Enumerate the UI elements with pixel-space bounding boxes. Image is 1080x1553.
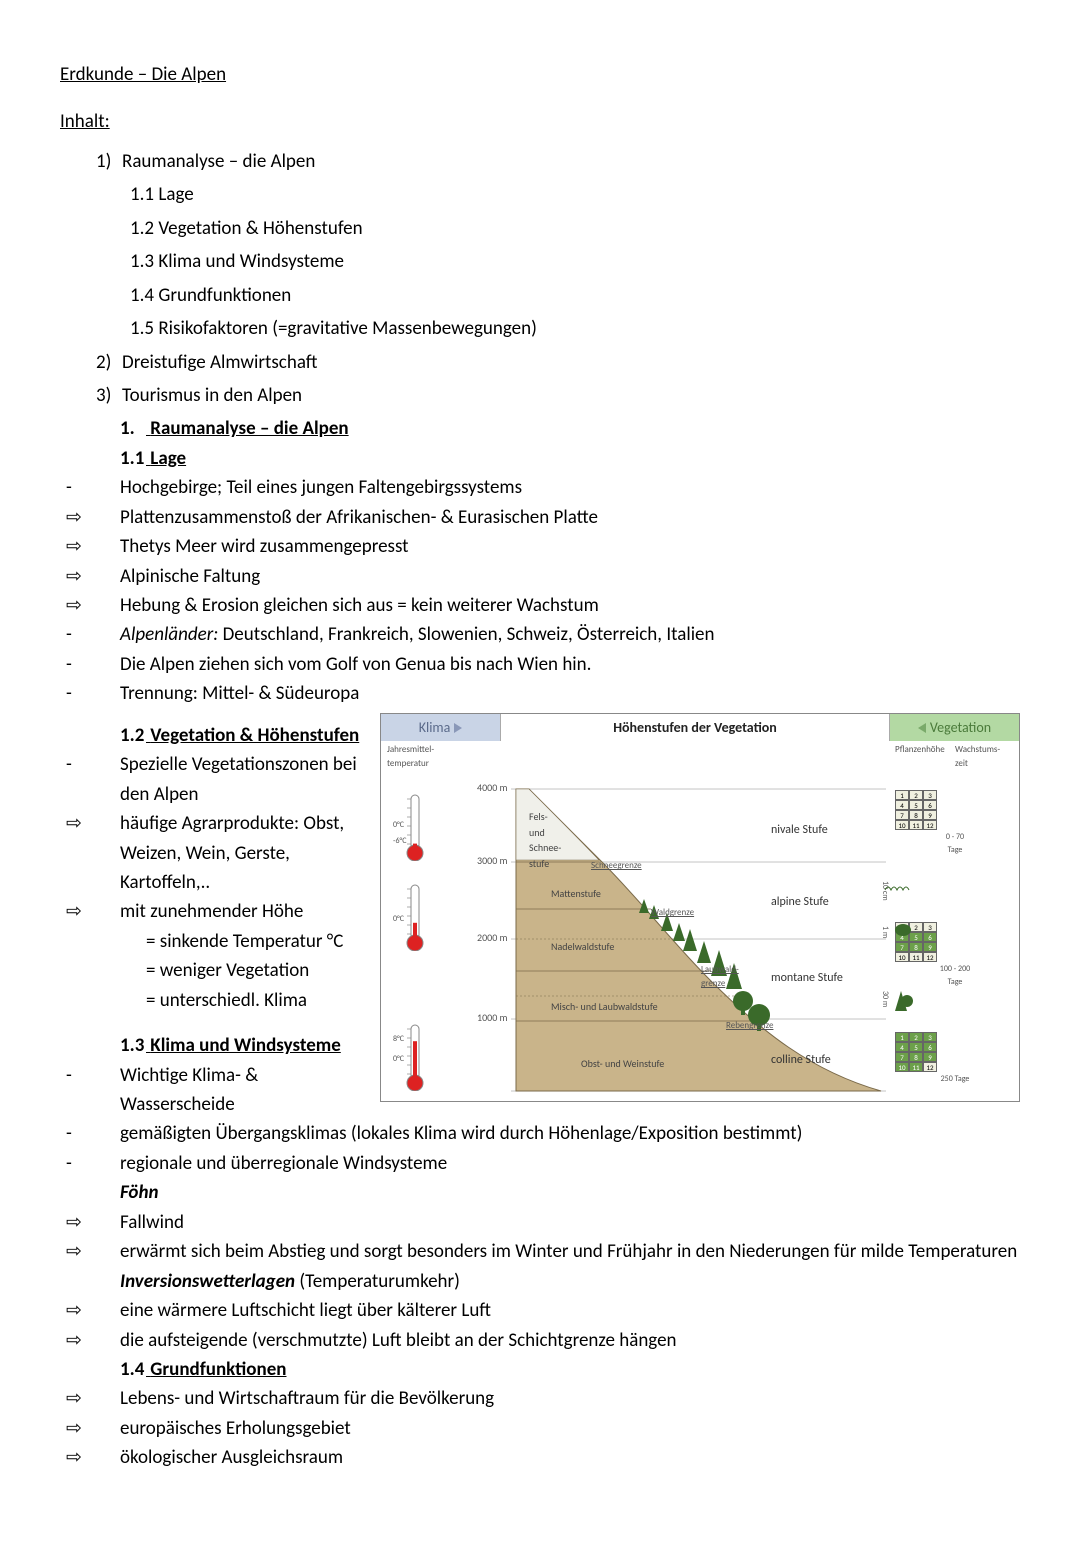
svg-text:0°C: 0°C [393,820,405,830]
list-item: ⇨mit zunehmender Höhe [60,897,366,926]
inversion-heading: Inversionswetterlagen [120,1270,295,1293]
y-axis-label: 4000 m [477,780,508,796]
stufe-label: nivale Stufe [771,821,828,840]
lage-list: -Hochgebirge; Teil eines jungen Faltenge… [60,473,1020,709]
list-item: -Die Alpen ziehen sich vom Golf von Genu… [60,650,1020,679]
plant-icon [889,987,913,1024]
svg-text:8°C: 8°C [393,1034,405,1044]
thermometer-icon: 8°C 0°C [391,1021,431,1100]
inner-label: Misch- und Laubwaldstufe [551,999,658,1015]
toc-item: 1)Raumanalyse – die Alpen [96,147,1020,176]
toc-heading: Inhalt: [60,107,1020,136]
list-item: ⇨Fallwind [60,1208,1020,1237]
list-item: ⇨ die aufsteigende (verschmutzte) Luft b… [60,1326,1020,1355]
plant-icon [883,877,913,899]
list-item: -Trennung: Mittel- & Südeuropa [60,679,1020,708]
foehn-heading: Föhn [120,1181,159,1204]
page-title: Erdkunde – Die Alpen [60,60,1020,89]
list-item: -regionale und überregionale Windsysteme [60,1149,1020,1178]
grenze-label: Waldgrenze [651,906,694,920]
inversion-list: ⇨eine wärmere Luftschicht liegt über käl… [60,1296,1020,1355]
fig-header-mid: Höhenstufen der Vegetation [501,714,889,742]
heading-1-1: 1.1 Lage [120,444,1020,473]
inner-label: Fels- und Schnee- stufe [529,809,561,871]
thermometer-icon: 0°C -6°C [391,791,431,870]
heading-1-4: 1.4 Grundfunktionen [120,1355,1020,1384]
vegetation-figure: Klima Höhenstufen der Vegetation Vegetat… [380,713,1020,1103]
fig-sub-klima: Jahresmittel- temperatur [387,743,497,771]
list-item: -Wichtige Klima- & Wasserscheide [60,1061,366,1120]
fig-header-veg: Vegetation [889,714,1019,742]
growth-calendar: 1234567891011120 - 70 Tage [895,789,1015,856]
plant-icon [893,922,913,945]
growth-calendar: 123456789101112100 - 200 Tage [895,921,1015,988]
y-axis-label: 1000 m [477,1010,508,1026]
thermometer-icon: 0°C [391,881,431,960]
toc-item: 1.3 Klima und Windsysteme [130,247,1020,276]
inner-label: Obst- und Weinstufe [581,1056,664,1072]
fig-header-klima: Klima [381,714,501,742]
list-item: ⇨Alpinische Faltung [60,562,1020,591]
toc-item: 1.2 Vegetation & Höhenstufen [130,214,1020,243]
stufe-label: alpine Stufe [771,893,829,912]
list-item: ⇨erwärmt sich beim Abstieg und sorgt bes… [60,1237,1020,1266]
fig-sub-veg1: Pflanzenhöhe [895,743,955,771]
grenze-label: Schneegrenze [591,859,642,873]
toc-item: 2)Dreistufige Almwirtschaft [96,348,1020,377]
grund-list: ⇨Lebens- und Wirtschaftraum für die Bevö… [60,1384,1020,1472]
y-axis-label: 2000 m [477,930,508,946]
list-item: ⇨eine wärmere Luftschicht liegt über käl… [60,1296,1020,1325]
foehn-list: ⇨Fallwind⇨erwärmt sich beim Abstieg und … [60,1208,1020,1267]
y-axis-label: 3000 m [477,853,508,869]
list-item: ⇨häufige Agrarprodukte: Obst, Weizen, We… [60,809,366,897]
stufe-label: montane Stufe [771,969,843,988]
list-item: ⇨Plattenzusammenstoß der Afrikanischen- … [60,503,1020,532]
stufe-label: colline Stufe [771,1051,831,1070]
fig-sub-veg2: Wachstums- zeit [955,743,1013,771]
svg-text:0°C: 0°C [393,1054,405,1064]
grenze-label: Laubwald- grenze [701,963,739,991]
list-item: ⇨Hebung & Erosion gleichen sich aus = ke… [60,591,1020,620]
list-item: -Alpenländer: Deutschland, Frankreich, S… [60,620,1020,649]
toc-item: 1.5 Risikofaktoren (=gravitative Massenb… [130,314,1020,343]
svg-text:-6°C: -6°C [393,836,407,846]
growth-calendar: 123456789101112250 Tage [895,1031,1015,1085]
list-item: ⇨europäisches Erholungsgebiet [60,1414,1020,1443]
plant-height-label: 1 m [879,926,891,938]
grenze-label: Rebengrenze [726,1019,773,1033]
list-item: ⇨Thetys Meer wird zusammengepresst [60,532,1020,561]
toc-item: 3)Tourismus in den Alpen [96,381,1020,410]
list-item: -Spezielle Vegetationszonen bei den Alpe… [60,750,366,809]
heading-1: 1. Raumanalyse – die Alpen [120,414,1020,443]
toc-item: 1.1 Lage [130,180,1020,209]
list-item: ⇨Lebens- und Wirtschaftraum für die Bevö… [60,1384,1020,1413]
toc-item: 1.4 Grundfunktionen [130,281,1020,310]
table-of-contents: 1)Raumanalyse – die Alpen 1.1 Lage 1.2 Veg… [60,147,1020,411]
svg-text:0°C: 0°C [393,914,405,924]
list-item: ⇨ökologischer Ausgleichsraum [60,1443,1020,1472]
inner-label: Nadelwaldstufe [551,939,614,955]
inner-label: Mattenstufe [551,886,601,902]
list-item: -Hochgebirge; Teil eines jungen Faltenge… [60,473,1020,502]
list-item: -gemäßigten Übergangsklimas (lokales Kli… [60,1119,1020,1148]
inversion-suffix: (Temperaturumkehr) [295,1270,460,1293]
